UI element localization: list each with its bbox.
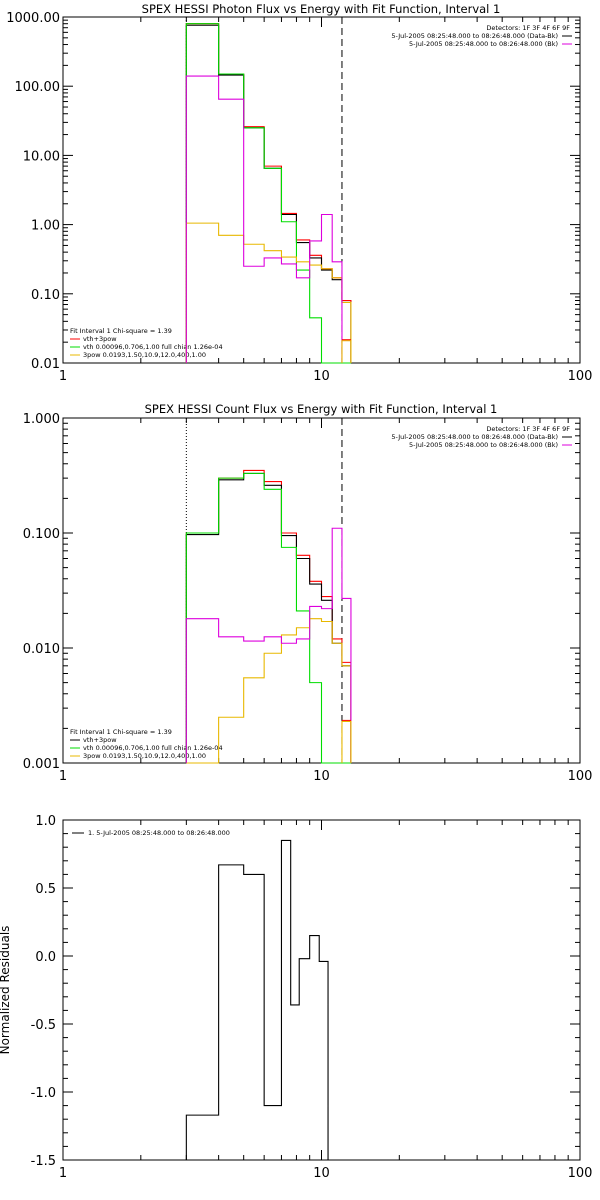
count-header-data-bk: 5-Jul-2005 08:25:48.000 to 08:26:48.000 … — [391, 433, 558, 441]
count-legend-title: Fit Interval 1 Chi-square = 1.39 — [70, 728, 172, 736]
photon-legend-label-2: 3pow 0.0193,1.50,10.9,12.0,400,1.00 — [83, 351, 206, 359]
count-chart-title: SPEX HESSI Count Flux vs Energy with Fit… — [145, 402, 498, 416]
count-series-powerlaw — [186, 618, 352, 764]
photon-x-tick-label: 10 — [313, 369, 330, 384]
photon-detectors-label: Detectors: 1F 3F 4F 6F 9F — [486, 24, 570, 32]
residuals-plot-area: 1 10 100 -1.5 -1.0 -0.5 0.0 0.5 1.0 — [31, 814, 593, 1181]
residuals-series-data — [185, 839, 329, 1160]
count-header: Detectors: 1F 3F 4F 6F 9F 5-Jul-2005 08:… — [391, 425, 572, 449]
residuals-x-tick-label: 10 — [313, 1166, 330, 1181]
photon-header: Detectors: 1F 3F 4F 6F 9F 5-Jul-2005 08:… — [391, 24, 572, 48]
residuals-x-tick-label: 1 — [59, 1166, 67, 1181]
photon-legend-title: Fit Interval 1 Chi-square = 1.39 — [70, 327, 172, 335]
count-plot-area: 1 10 100 0.001 0.010 0.100 1.000 — [23, 412, 593, 784]
photon-legend-label-0: vth+3pow — [83, 335, 117, 343]
count-series-thermal — [185, 472, 351, 764]
photon-series-powerlaw — [185, 222, 352, 363]
photon-chart-title: SPEX HESSI Photon Flux vs Energy with Fi… — [142, 2, 501, 16]
residuals-y-tick-label: 0.0 — [35, 950, 56, 965]
residuals-y-tick-label: -1.5 — [31, 1154, 56, 1169]
photon-plot-area: 1 10 100 0.01 0.10 1.00 10.00 100.00 1000.00 — [6, 11, 592, 384]
photon-legend-label-1: vth 0.00096,0.706,1.00 full chian 1.26e-… — [83, 343, 223, 351]
photon-series-background_spectrum — [185, 75, 343, 363]
count-flux-panel: SPEX HESSI Count Flux vs Energy with Fit… — [62, 402, 581, 764]
photon-y-tick-label: 100.00 — [15, 80, 61, 95]
photon-header-data-bk: 5-Jul-2005 08:25:48.000 to 08:26:48.000 … — [391, 32, 558, 40]
residuals-x-tick-label: 100 — [568, 1166, 593, 1181]
photon-header-bk: 5-Jul-2005 08:25:48.000 to 08:26:48.000 … — [409, 40, 558, 48]
count-x-tick-label: 100 — [568, 769, 593, 784]
photon-y-tick-label: 1.00 — [31, 219, 60, 234]
photon-legend: Fit Interval 1 Chi-square = 1.39 vth+3po… — [70, 327, 223, 359]
residuals-y-axis-label: Normalized Residuals — [0, 926, 12, 1055]
count-y-tick-label: 1.000 — [23, 412, 60, 427]
photon-y-tick-label: 1000.00 — [6, 11, 60, 26]
photon-x-tick-label: 100 — [568, 369, 593, 384]
photon-y-tick-label: 0.01 — [31, 357, 60, 372]
residuals-plot-frame — [62, 819, 581, 1161]
count-legend-label-1: vth 0.00096,0.706,1.00 full chian 1.26e-… — [83, 744, 223, 752]
count-y-tick-label: 0.010 — [23, 642, 60, 657]
count-x-tick-label: 10 — [313, 769, 330, 784]
residuals-y-tick-label: -0.5 — [31, 1018, 56, 1033]
residuals-legend: 1. 5-Jul-2005 08:25:48.000 to 08:26:48.0… — [72, 829, 230, 837]
count-x-tick-label: 1 — [59, 769, 67, 784]
count-series-total_model — [185, 469, 352, 763]
photon-x-tick-label: 1 — [59, 369, 67, 384]
photon-plot-frame — [62, 16, 581, 364]
count-y-tick-label: 0.100 — [23, 527, 60, 542]
photon-flux-panel: SPEX HESSI Photon Flux vs Energy with Fi… — [62, 2, 581, 364]
count-detectors-label: Detectors: 1F 3F 4F 6F 9F — [486, 425, 570, 433]
residuals-y-tick-label: 1.0 — [35, 814, 56, 829]
count-series-background_spectrum — [185, 527, 352, 763]
count-header-bk: 5-Jul-2005 08:25:48.000 to 08:26:48.000 … — [409, 441, 558, 449]
photon-y-tick-label: 10.00 — [23, 149, 60, 164]
residuals-y-tick-label: -1.0 — [31, 1086, 56, 1101]
count-tail-segment — [341, 720, 352, 763]
count-legend-label-2: 3pow 0.0193,1.50,10.9,12.0,400,1.00 — [83, 752, 206, 760]
count-y-tick-label: 0.001 — [23, 757, 60, 772]
photon-y-tick-label: 0.10 — [31, 288, 60, 303]
photon-series-thermal — [185, 23, 351, 364]
photon-tail-segment — [341, 340, 352, 363]
count-legend: Fit Interval 1 Chi-square = 1.39 vth+3po… — [70, 728, 223, 760]
photon-series-total_model — [185, 23, 352, 363]
residuals-y-tick-label: 0.5 — [35, 882, 56, 897]
residuals-legend-label: 1. 5-Jul-2005 08:25:48.000 to 08:26:48.0… — [88, 829, 230, 837]
residuals-panel: Normalized Residuals 1. 5-Jul-2005 08:25… — [0, 819, 581, 1161]
count-legend-label-0: vth+3pow — [83, 736, 117, 744]
